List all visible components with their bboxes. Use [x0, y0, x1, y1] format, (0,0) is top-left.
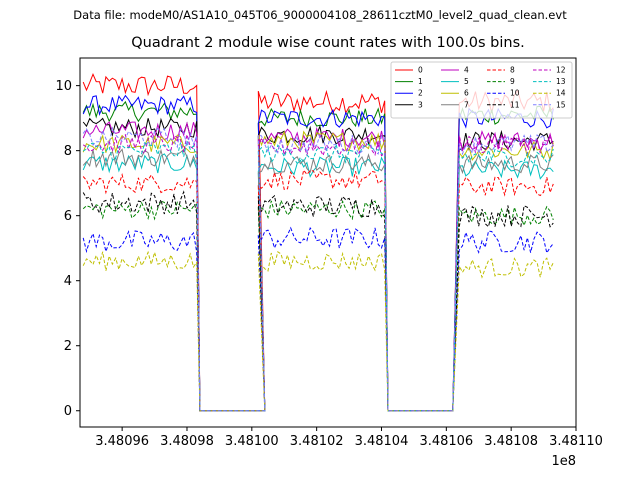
legend-label-5: 5 — [464, 77, 469, 86]
legend-label-0: 0 — [418, 66, 423, 75]
x-axis-offset-text: 1e8 — [551, 454, 576, 469]
legend-label-10: 10 — [510, 89, 520, 98]
y-tick-label: 0 — [64, 404, 72, 419]
x-tick-label: 3.48108 — [484, 434, 538, 449]
y-tick-label: 8 — [64, 144, 72, 159]
x-tick-label: 3.48106 — [419, 434, 473, 449]
chart-title: Quadrant 2 module wise count rates with … — [131, 35, 525, 51]
figure-suptitle: Data file: modeM0/AS1A10_045T06_90000041… — [73, 8, 567, 22]
legend-label-6: 6 — [464, 89, 469, 98]
y-axis-ticks: 0 2 4 6 8 10 — [55, 79, 80, 419]
series-line-2 — [82, 94, 554, 412]
legend-label-13: 13 — [556, 77, 566, 86]
x-tick-label: 3.48096 — [95, 434, 149, 449]
x-tick-label: 3.48104 — [355, 434, 409, 449]
x-tick-label: 3.48102 — [290, 434, 344, 449]
legend-label-3: 3 — [418, 100, 423, 109]
axes-frame — [79, 57, 577, 428]
y-tick-label: 4 — [64, 274, 72, 289]
y-tick-label: 2 — [64, 339, 72, 354]
y-tick-label: 6 — [64, 209, 72, 224]
legend-label-7: 7 — [464, 100, 469, 109]
series-line-0 — [82, 73, 554, 412]
series-lines — [82, 73, 554, 412]
x-tick-label: 3.48100 — [225, 434, 279, 449]
legend-label-1: 1 — [418, 77, 423, 86]
legend-label-15: 15 — [556, 100, 566, 109]
series-line-11 — [82, 190, 554, 412]
legend-label-12: 12 — [556, 66, 566, 75]
series-line-7 — [82, 148, 554, 412]
legend-label-4: 4 — [464, 66, 469, 75]
x-tick-label: 3.48098 — [160, 434, 214, 449]
legend-label-2: 2 — [418, 89, 423, 98]
legend-label-14: 14 — [556, 89, 566, 98]
y-tick-label: 10 — [55, 79, 72, 94]
series-line-14 — [82, 250, 554, 412]
series-line-13 — [82, 139, 554, 412]
x-axis-ticks: 3.48096 3.48098 3.48100 3.48102 3.48104 3.481… — [95, 427, 603, 449]
series-line-1 — [82, 100, 554, 412]
x-tick-label: 3.48110 — [549, 434, 603, 449]
series-line-6 — [82, 130, 554, 412]
series-line-5 — [82, 153, 554, 412]
legend-frame — [390, 61, 573, 119]
series-line-9 — [82, 198, 554, 412]
series-line-8 — [82, 169, 554, 412]
series-line-15 — [82, 126, 554, 412]
series-line-10 — [82, 226, 554, 412]
legend-label-8: 8 — [510, 66, 515, 75]
legend-label-9: 9 — [510, 77, 515, 86]
legend-label-11: 11 — [510, 100, 520, 109]
